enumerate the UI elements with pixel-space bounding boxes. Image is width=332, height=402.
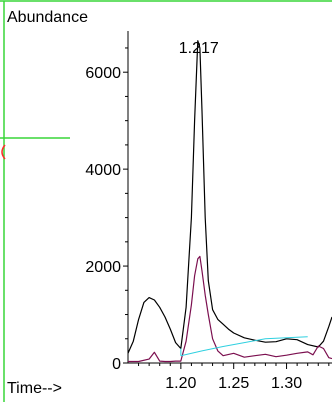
series-total-line — [127, 40, 332, 354]
partial-red-mark — [1, 144, 6, 160]
x-tick-label: 1.20 — [165, 375, 196, 392]
integration-baseline-line — [180, 336, 308, 357]
x-axis-label: Time--> — [7, 380, 62, 397]
series-extracted-line — [128, 255, 332, 363]
x-tick-label: 1.30 — [271, 375, 302, 392]
y-tick-label: 4000 — [85, 162, 121, 179]
y-axis-label: Abundance — [7, 9, 88, 26]
x-tick-label: 1.25 — [218, 375, 249, 392]
y-tick-label: 0 — [112, 356, 121, 373]
peak-time-annotation: 1.217 — [179, 40, 219, 57]
y-tick-label: 2000 — [85, 259, 121, 276]
y-tick-label: 6000 — [85, 65, 121, 82]
